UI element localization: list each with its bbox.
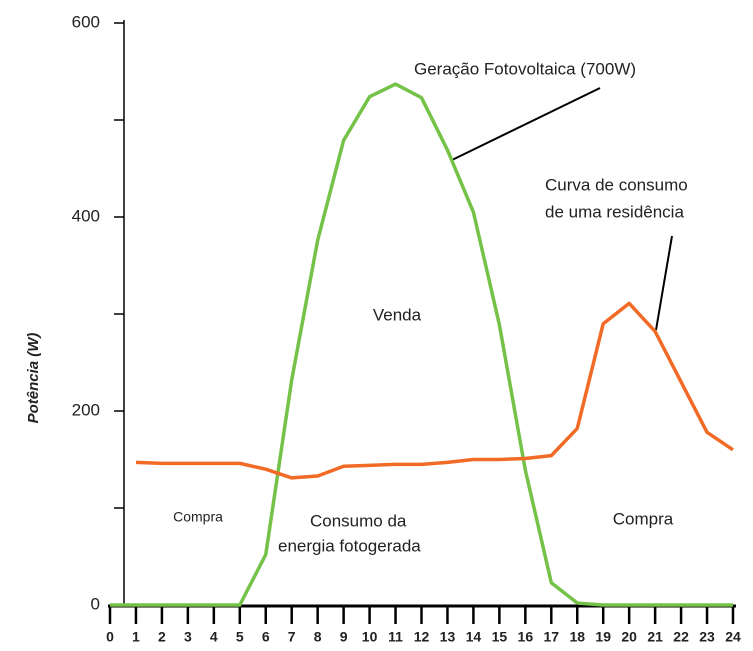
y-tick-label: 600 <box>72 12 100 31</box>
x-tick-label: 11 <box>388 629 403 645</box>
x-tick-label: 17 <box>544 629 560 645</box>
x-tick-label: 19 <box>595 629 611 645</box>
x-tick-label: 16 <box>518 629 534 645</box>
annotation: energia fotogerada <box>278 536 421 555</box>
annotation: Venda <box>373 305 422 324</box>
y-axis-label: Potência (W) <box>25 333 42 424</box>
leader-line <box>451 87 601 161</box>
x-tick-label: 13 <box>440 629 456 645</box>
x-tick-label: 9 <box>340 629 348 645</box>
x-tick-label: 7 <box>288 629 296 645</box>
y-tick-label: 400 <box>72 206 100 225</box>
x-tick-label: 10 <box>362 629 378 645</box>
y-tick-label: 200 <box>72 400 100 419</box>
x-tick-label: 8 <box>314 629 322 645</box>
annotation: Consumo da <box>310 511 407 530</box>
x-tick-label: 14 <box>466 629 482 645</box>
leader-line <box>655 235 673 331</box>
series-line <box>110 82 733 607</box>
x-tick-label: 0 <box>106 629 114 645</box>
x-tick-label: 22 <box>673 629 689 645</box>
x-tick-label: 2 <box>158 629 166 645</box>
annotation: Geração Fotovoltaica (700W) <box>414 59 636 78</box>
x-tick-label: 12 <box>414 629 430 645</box>
x-tick-label: 21 <box>647 629 663 645</box>
x-tick-label: 24 <box>725 629 741 645</box>
x-tick-label: 1 <box>132 629 140 645</box>
x-tick-label: 20 <box>621 629 637 645</box>
annotation: Compra <box>173 509 223 525</box>
x-tick-label: 6 <box>262 629 270 645</box>
y-tick-label: 0 <box>91 594 100 613</box>
series-line <box>135 301 734 480</box>
annotation: Compra <box>613 509 674 528</box>
x-tick-label: 23 <box>699 629 715 645</box>
x-tick-label: 4 <box>210 629 218 645</box>
annotation: Curva de consumo <box>545 175 688 194</box>
x-tick-label: 15 <box>492 629 508 645</box>
annotation: de uma residência <box>545 202 684 221</box>
x-tick-label: 5 <box>236 629 244 645</box>
x-tick-label: 18 <box>569 629 585 645</box>
x-tick-label: 3 <box>184 629 192 645</box>
